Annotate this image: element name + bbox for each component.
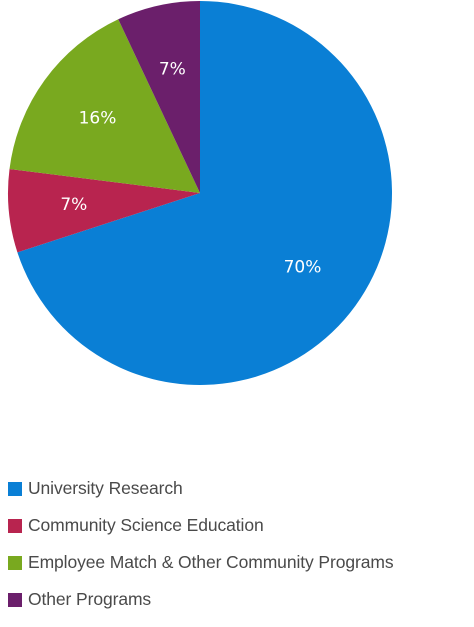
pie-slice-label-university-research: 70% <box>284 257 322 277</box>
legend-item-employee-match[interactable]: Employee Match & Other Community Program… <box>8 544 394 581</box>
legend-swatch-other-programs <box>8 592 22 607</box>
pie-slice-label-employee-match-and-other-community-programs: 16% <box>79 109 117 129</box>
pie-slice-community-science-education[interactable] <box>7 168 201 253</box>
legend-swatch-university-research <box>8 481 22 496</box>
legend-swatch-employee-match <box>8 555 22 570</box>
legend-item-university-research[interactable]: University Research <box>8 470 393 507</box>
pie-slice-other-programs[interactable] <box>118 0 200 193</box>
legend-label-university-research: University Research <box>28 478 183 498</box>
legend-item-other-programs[interactable]: Other Programs <box>8 581 393 618</box>
pie-chart: 70% 7% 16% 7% <box>7 0 393 385</box>
pie-slice-label-community-science-education: 7% <box>60 195 87 215</box>
legend-item-community-science-education[interactable]: Community Science Education <box>8 507 393 544</box>
pie-slice-employee-match-and-other-community-programs[interactable] <box>9 19 201 193</box>
legend-label-community-science-education: Community Science Education <box>28 515 264 535</box>
pie-slice-labels: 70% 7% 16% 7% <box>60 59 321 277</box>
pie-slice-label-other-programs: 7% <box>159 59 186 79</box>
pie-slices <box>7 0 393 385</box>
chart-legend: University Research Community Science Ed… <box>8 470 394 618</box>
pie-slice-university-research[interactable] <box>17 0 393 385</box>
legend-label-employee-match: Employee Match & Other Community Program… <box>28 552 394 572</box>
legend-label-other-programs: Other Programs <box>28 589 152 609</box>
legend-swatch-community-science-education <box>8 518 22 533</box>
